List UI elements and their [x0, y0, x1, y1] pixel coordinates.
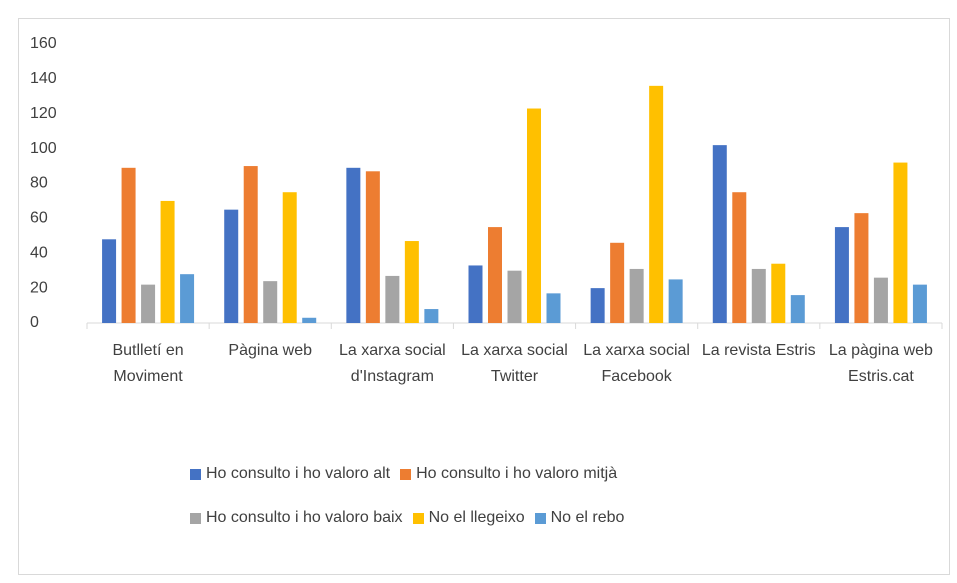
bar	[243, 166, 258, 323]
bar	[468, 265, 483, 323]
legend-item: No el llegeixo	[412, 496, 525, 540]
y-tick-label: 140	[30, 70, 57, 87]
legend-swatch	[190, 468, 201, 480]
legend-label: No el rebo	[550, 509, 625, 526]
legend-item: Ho consulto i ho valoro mitjà	[400, 452, 617, 496]
bar	[649, 85, 664, 323]
bar	[424, 309, 439, 323]
bar	[790, 295, 805, 323]
legend-item: Ho consulto i ho valoro alt	[190, 452, 390, 496]
bar	[546, 293, 561, 323]
bar	[668, 279, 683, 323]
bar	[751, 268, 766, 323]
legend-label: No el llegeixo	[428, 509, 525, 526]
bar	[346, 167, 361, 323]
y-tick-label: 120	[30, 105, 57, 122]
bar	[893, 162, 908, 323]
bar	[732, 192, 747, 323]
x-tick-label: La pàgina web Estris.cat	[828, 342, 933, 385]
bar	[121, 167, 136, 323]
x-tick-label: La xarxa social Twitter	[461, 342, 568, 385]
bar	[102, 239, 117, 323]
bar	[590, 288, 605, 323]
legend-label: Ho consulto i ho valoro alt	[206, 465, 391, 482]
bar	[385, 275, 400, 323]
y-tick-label: 40	[30, 244, 48, 261]
y-tick-label: 0	[30, 314, 39, 331]
legend-swatch	[400, 468, 412, 480]
bar	[507, 270, 522, 323]
x-tick-label: Pàgina web	[228, 342, 313, 359]
bar	[404, 241, 419, 323]
bar	[263, 281, 278, 323]
bar	[629, 268, 644, 323]
bar	[488, 227, 502, 323]
x-tick-label: La xarxa social d'Instagram	[338, 342, 446, 385]
legend-item: Ho consulto i ho valoro baix	[190, 496, 403, 540]
y-tick-label: 100	[30, 140, 57, 157]
x-tick-label: Butlletí en Moviment	[112, 342, 184, 385]
legend-swatch	[534, 512, 546, 524]
y-tick-label: 80	[30, 175, 48, 192]
legend-swatch	[412, 512, 424, 524]
bar	[180, 274, 195, 323]
bar	[282, 192, 297, 323]
y-tick-label: 60	[30, 210, 48, 227]
legend-label: Ho consulto i ho valoro mitjà	[416, 465, 618, 482]
bar	[912, 284, 927, 323]
bar	[141, 284, 156, 323]
bar	[302, 317, 317, 323]
bar	[160, 200, 175, 323]
legend-item: No el rebo	[534, 496, 625, 540]
bar	[771, 263, 786, 323]
bar	[834, 227, 849, 323]
bar	[712, 145, 727, 323]
y-tick-label: 160	[30, 35, 57, 52]
bar	[224, 209, 239, 323]
bar	[873, 277, 888, 323]
x-tick-label: La xarxa social Facebook	[583, 342, 690, 385]
bar	[610, 242, 625, 323]
bar	[527, 108, 541, 323]
y-tick-label: 20	[30, 279, 48, 296]
bar	[365, 171, 380, 323]
bar	[854, 213, 869, 323]
legend: Ho consulto i ho valoro alt Ho consulto i…	[190, 452, 650, 540]
x-tick-label: La revista Estris	[701, 342, 816, 359]
legend-swatch	[190, 512, 201, 524]
legend-label: Ho consulto i ho valoro baix	[206, 509, 403, 526]
